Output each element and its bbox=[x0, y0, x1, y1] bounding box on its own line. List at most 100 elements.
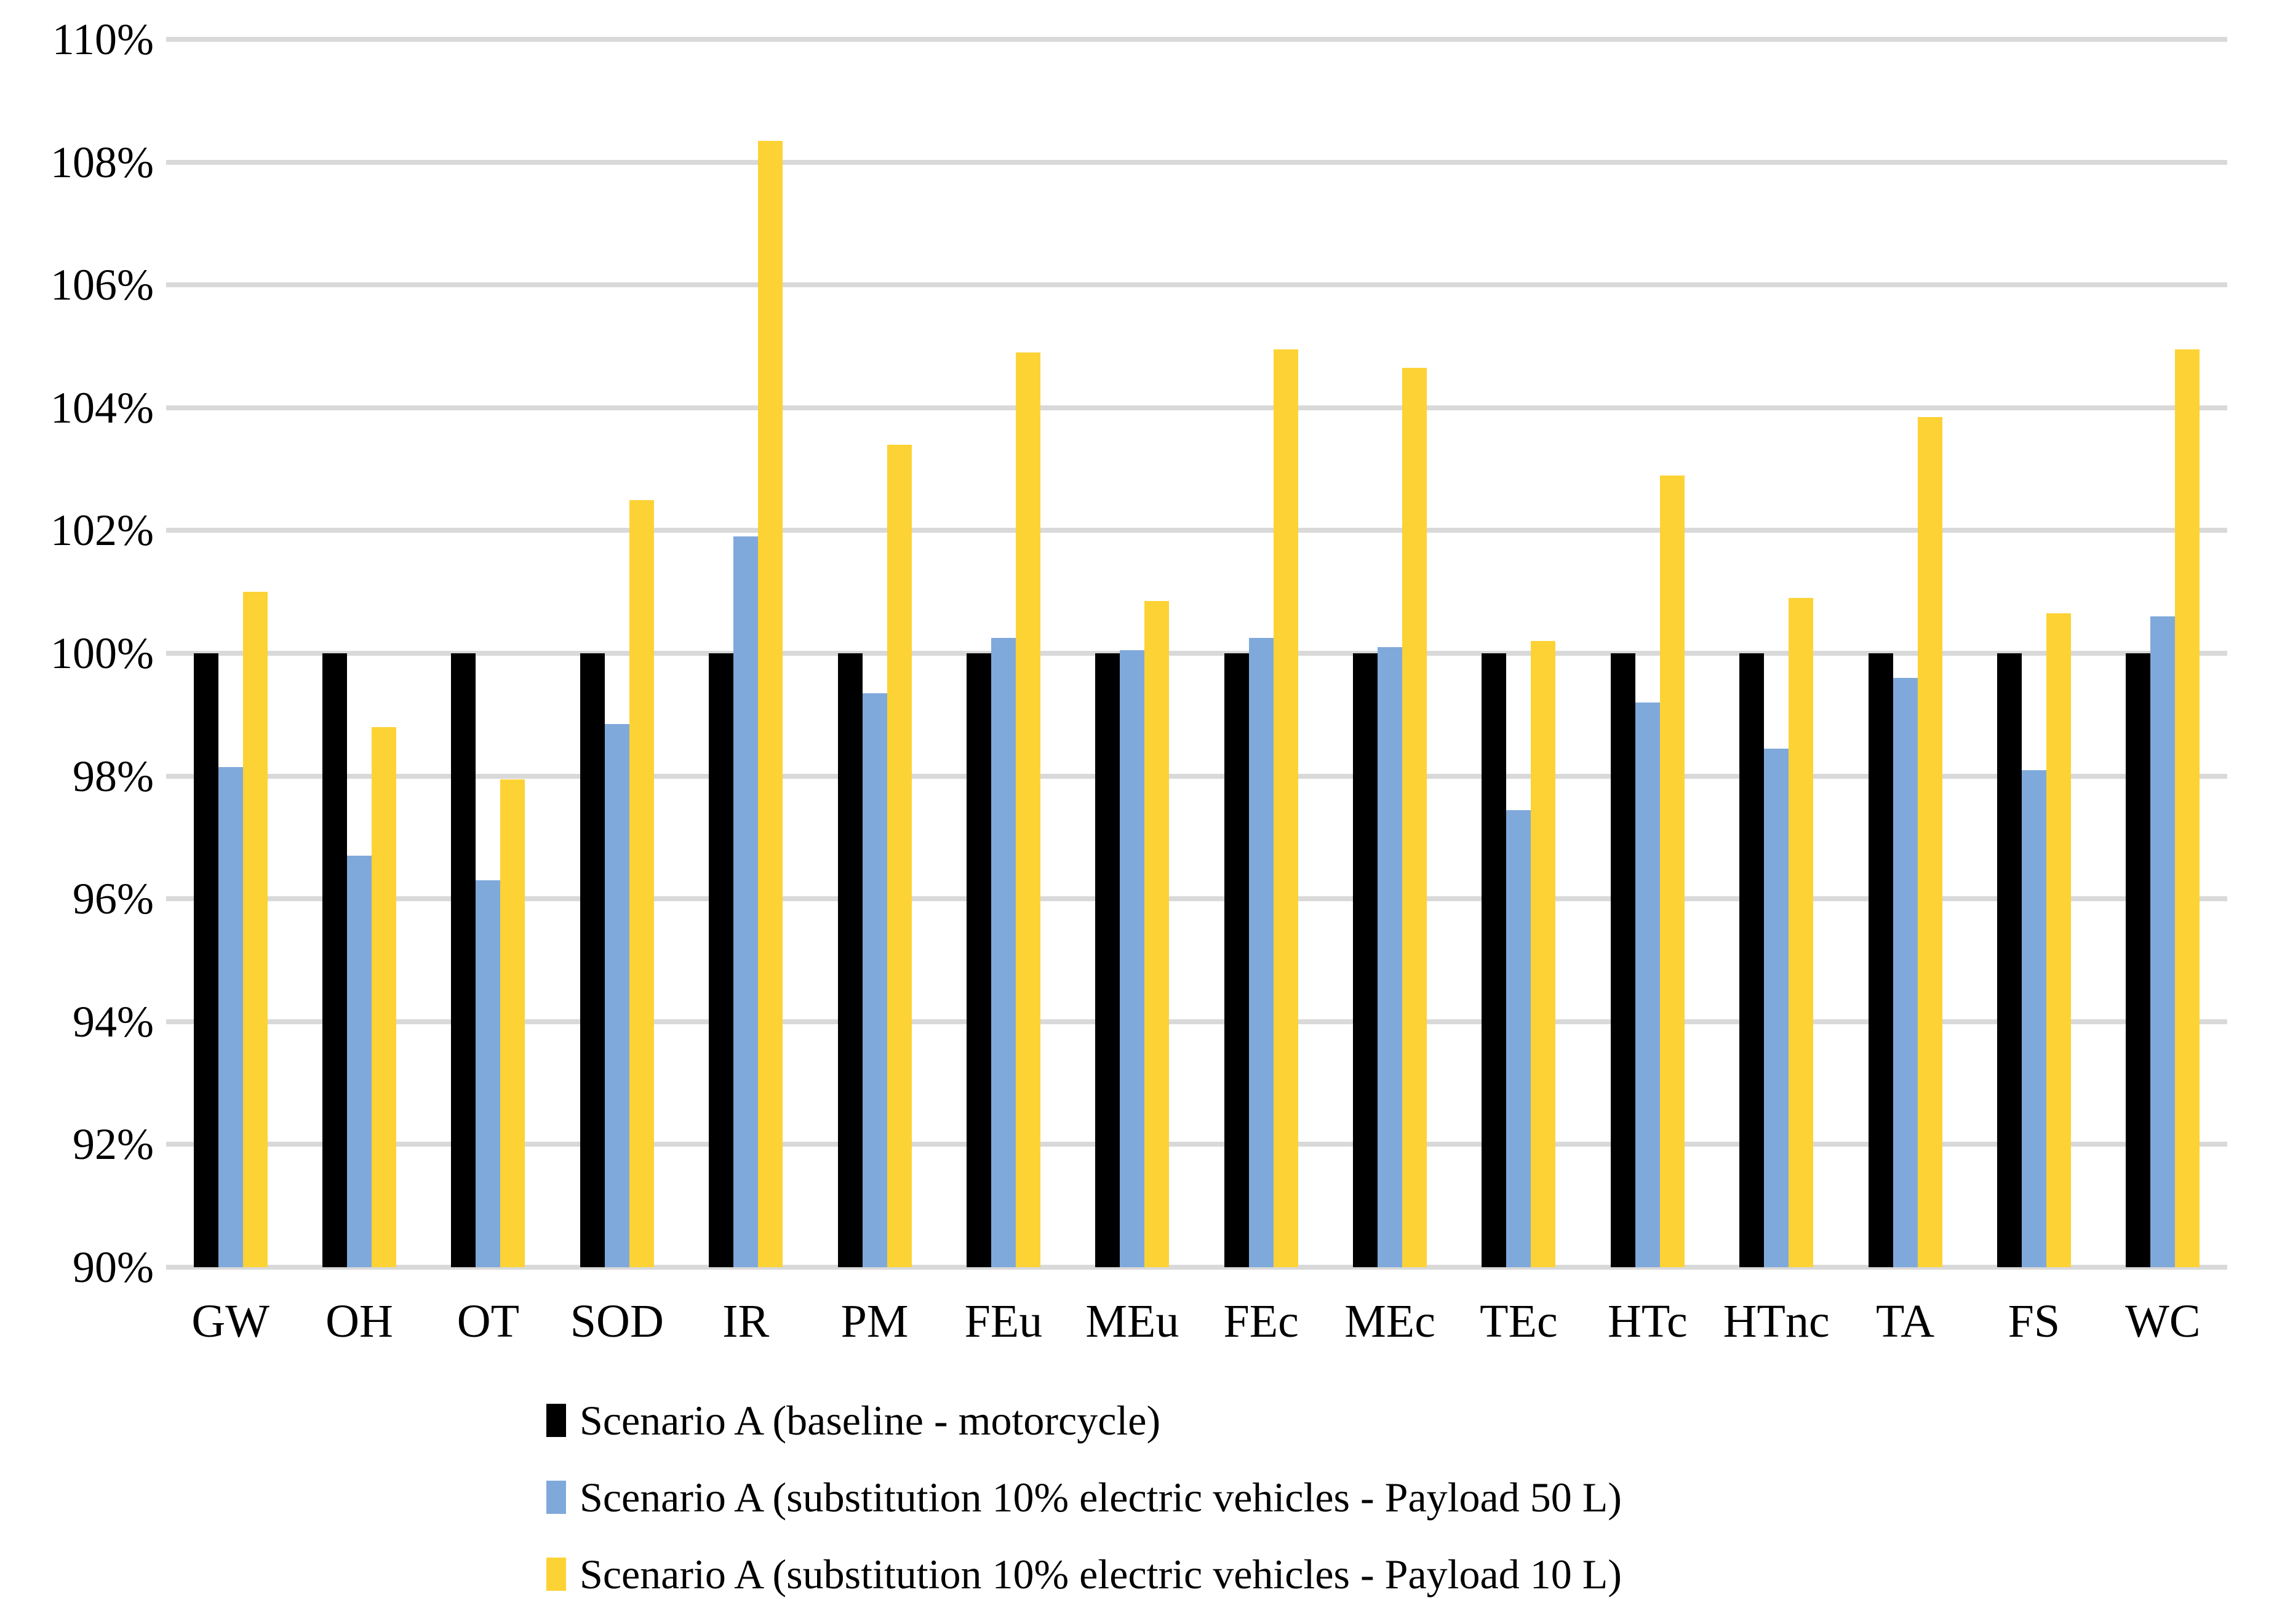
gridline-96% bbox=[166, 896, 2227, 902]
bar-group-OT bbox=[451, 653, 525, 1267]
y-axis-label-104%: 104% bbox=[50, 383, 154, 432]
bar-group-GW bbox=[193, 592, 268, 1267]
bar-GW-series-1 bbox=[218, 766, 243, 1267]
gridline-90% bbox=[166, 1265, 2227, 1270]
bar-OT-series-1 bbox=[476, 880, 501, 1267]
bar-TEc-series-0 bbox=[1482, 653, 1507, 1267]
bar-group-SOD bbox=[580, 500, 654, 1267]
bar-MEc-series-2 bbox=[1402, 367, 1427, 1267]
bar-FEu-series-0 bbox=[966, 653, 991, 1267]
gridline-104% bbox=[166, 405, 2227, 410]
bar-SOD-series-0 bbox=[580, 653, 605, 1267]
bar-TEc-series-2 bbox=[1531, 641, 1556, 1267]
legend-label: Scenario A (substitution 10% electric ve… bbox=[580, 1474, 1622, 1521]
x-axis-label-FS: FS bbox=[2008, 1296, 2061, 1347]
bar-HTnc-series-0 bbox=[1739, 653, 1765, 1267]
y-axis-label-102%: 102% bbox=[50, 506, 154, 555]
gridline-100% bbox=[166, 651, 2227, 656]
x-axis-label-HTc: HTc bbox=[1607, 1296, 1688, 1347]
bar-IR-series-1 bbox=[733, 536, 759, 1267]
bar-group-HTc bbox=[1610, 475, 1685, 1267]
bar-WC-series-0 bbox=[2126, 653, 2151, 1267]
bar-group-WC bbox=[2126, 349, 2200, 1267]
bar-PM-series-1 bbox=[862, 693, 887, 1267]
bar-SOD-series-2 bbox=[629, 500, 654, 1267]
bar-MEu-series-1 bbox=[1120, 650, 1145, 1267]
bar-TA-series-0 bbox=[1868, 653, 1893, 1267]
bar-group-TA bbox=[1868, 416, 1942, 1267]
legend-label: Scenario A (baseline - motorcycle) bbox=[580, 1397, 1161, 1444]
x-axis-label-IR: IR bbox=[722, 1296, 770, 1347]
x-axis-label-PM: PM bbox=[840, 1296, 909, 1347]
y-axis-label-96%: 96% bbox=[73, 874, 154, 924]
x-axis-label-WC: WC bbox=[2125, 1296, 2201, 1347]
y-axis-label-98%: 98% bbox=[73, 751, 154, 801]
bar-HTc-series-0 bbox=[1610, 653, 1635, 1267]
legend-marker-icon bbox=[546, 1404, 566, 1437]
gridline-110% bbox=[166, 37, 2227, 42]
gridline-108% bbox=[166, 159, 2227, 165]
bar-SOD-series-1 bbox=[604, 723, 629, 1267]
x-axis-label-MEc: MEc bbox=[1344, 1296, 1435, 1347]
bar-WC-series-2 bbox=[2175, 349, 2200, 1267]
x-axis-label-SOD: SOD bbox=[570, 1296, 664, 1347]
bar-IR-series-2 bbox=[758, 140, 783, 1267]
bar-FS-series-2 bbox=[2046, 613, 2071, 1267]
y-axis-label-108%: 108% bbox=[50, 137, 154, 187]
x-axis-label-MEu: MEu bbox=[1085, 1296, 1179, 1347]
bar-FEc-series-1 bbox=[1248, 638, 1274, 1267]
y-axis-label-94%: 94% bbox=[73, 997, 154, 1046]
bar-FEc-series-0 bbox=[1224, 653, 1249, 1267]
x-axis-label-TEc: TEc bbox=[1480, 1296, 1558, 1347]
bar-group-MEu bbox=[1095, 601, 1170, 1267]
bar-FEc-series-2 bbox=[1273, 349, 1298, 1267]
bar-MEu-series-0 bbox=[1095, 653, 1120, 1267]
bar-group-FS bbox=[1997, 613, 2071, 1267]
gridline-102% bbox=[166, 528, 2227, 533]
bar-FEu-series-1 bbox=[991, 638, 1016, 1267]
bar-FEu-series-2 bbox=[1015, 352, 1040, 1267]
bar-group-IR bbox=[709, 140, 783, 1267]
gridline-98% bbox=[166, 773, 2227, 779]
bar-OH-series-1 bbox=[347, 856, 372, 1267]
bar-OH-series-0 bbox=[322, 653, 348, 1267]
bar-TA-series-1 bbox=[1893, 677, 1918, 1267]
x-axis-label-OH: OH bbox=[325, 1296, 393, 1347]
y-axis-label-92%: 92% bbox=[73, 1120, 154, 1169]
bar-OH-series-2 bbox=[372, 726, 397, 1267]
y-axis-label-100%: 100% bbox=[50, 629, 154, 678]
bar-MEu-series-2 bbox=[1144, 601, 1170, 1267]
bar-IR-series-0 bbox=[709, 653, 734, 1267]
bar-TEc-series-1 bbox=[1506, 810, 1531, 1267]
legend-marker-icon bbox=[546, 1481, 566, 1514]
bar-HTc-series-1 bbox=[1635, 702, 1660, 1267]
x-axis-label-HTnc: HTnc bbox=[1723, 1296, 1830, 1347]
bar-group-OH bbox=[322, 653, 397, 1267]
bar-MEc-series-1 bbox=[1378, 647, 1403, 1267]
y-axis-label-90%: 90% bbox=[73, 1243, 154, 1292]
bar-group-PM bbox=[837, 444, 912, 1267]
legend-item-2: Scenario A (substitution 10% electric ve… bbox=[546, 1550, 1622, 1598]
bar-PM-series-2 bbox=[887, 444, 912, 1267]
x-axis-label-TA: TA bbox=[1875, 1296, 1935, 1347]
bar-HTnc-series-2 bbox=[1789, 598, 1814, 1267]
bar-group-MEc bbox=[1353, 367, 1427, 1267]
gridline-92% bbox=[166, 1142, 2227, 1147]
legend: Scenario A (baseline - motorcycle) Scenar… bbox=[546, 1396, 1622, 1624]
bar-OT-series-0 bbox=[451, 653, 476, 1267]
x-axis-label-FEu: FEu bbox=[964, 1296, 1043, 1347]
plot-area bbox=[166, 37, 2227, 1270]
y-axis-label-106%: 106% bbox=[50, 260, 154, 310]
bar-MEc-series-0 bbox=[1353, 653, 1378, 1267]
legend-item-0: Scenario A (baseline - motorcycle) bbox=[546, 1396, 1622, 1444]
x-axis-label-OT: OT bbox=[457, 1296, 520, 1347]
bar-WC-series-1 bbox=[2150, 616, 2176, 1267]
legend-label: Scenario A (substitution 10% electric ve… bbox=[580, 1551, 1622, 1598]
bar-GW-series-2 bbox=[242, 592, 268, 1267]
bar-group-TEc bbox=[1482, 641, 1556, 1267]
bar-OT-series-2 bbox=[500, 779, 525, 1267]
bar-FS-series-1 bbox=[2021, 770, 2046, 1267]
legend-marker-icon bbox=[546, 1558, 566, 1591]
bar-group-HTnc bbox=[1739, 598, 1814, 1267]
